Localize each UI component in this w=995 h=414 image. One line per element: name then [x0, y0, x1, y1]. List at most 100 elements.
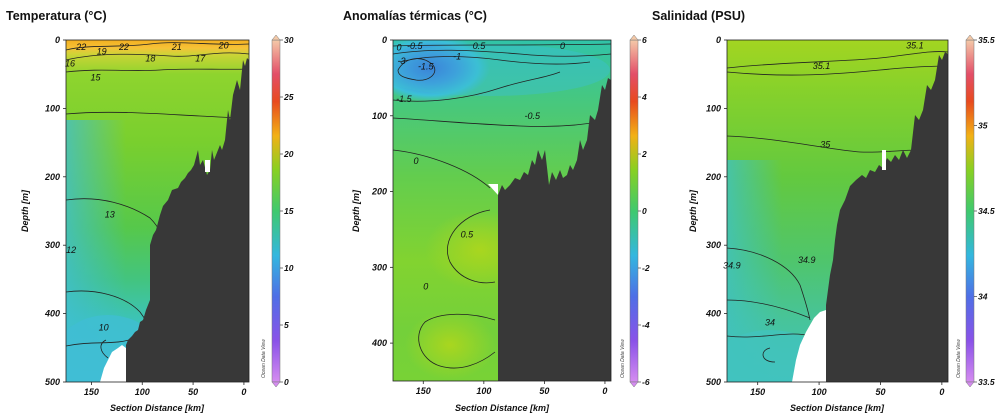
colorbar-tick-label: 6	[642, 35, 647, 45]
anomaly-colorbar-top-arrow	[629, 34, 639, 41]
contour-line-neg0.5-mid	[393, 117, 611, 127]
contour-label: 15	[90, 73, 101, 83]
contour-line-0-mid	[393, 149, 491, 189]
contour-label: -0.5	[525, 111, 542, 121]
anomaly-watermark: Ocean Data View	[620, 339, 626, 378]
contour-label: 17	[195, 53, 206, 63]
contour-label: 21	[171, 42, 182, 52]
colorbar-tick-label: 35.5	[978, 35, 995, 45]
panel-title-salinidad: Salinidad (PSU)	[652, 9, 746, 23]
colorbar-tick-label: 30	[284, 35, 294, 45]
colorbar-tick-label: 34	[978, 292, 988, 302]
contour-label: 0.5	[461, 230, 475, 240]
contour-label: 20	[218, 40, 229, 50]
colorbar-tick-label: 4	[641, 92, 647, 102]
contour-line-0-surface	[393, 43, 611, 47]
y-tick-label: 0	[716, 35, 721, 45]
contour-line-17	[66, 52, 249, 61]
contour-label: 0	[560, 41, 565, 51]
x-tick-label: 0	[602, 386, 607, 396]
anomaly-warm-patch-deep	[405, 310, 495, 380]
colorbar-tick-label: -2	[642, 263, 650, 273]
temperature-surface-layer	[66, 40, 249, 56]
contour-label: 10	[99, 322, 109, 332]
contour-line-0.5	[447, 209, 496, 284]
x-tick-label: 0	[241, 387, 246, 397]
contour-label: -0.5	[407, 41, 424, 51]
anomaly-cold-core	[393, 40, 490, 102]
x-tick-label: 100	[812, 387, 827, 397]
x-tick-label: 50	[875, 387, 885, 397]
colorbar-tick-label: 15	[284, 206, 294, 216]
contour-label: 34.9	[798, 255, 816, 265]
x-tick-label: 100	[135, 387, 150, 397]
y-tick-label: 300	[706, 240, 721, 250]
y-tick-label: 500	[706, 377, 721, 387]
colorbar-tick-label: -4	[642, 320, 650, 330]
x-tick-label: 150	[416, 386, 431, 396]
salinity-contour-lines	[727, 51, 948, 363]
contour-label: 22	[75, 42, 86, 52]
contour-label: 18	[145, 53, 155, 63]
salinity-y-axis-label: Depth [m]	[688, 189, 698, 232]
contour-label: -1.5	[396, 94, 413, 104]
temperature-colorbar-bottom-arrow	[271, 381, 281, 388]
anomaly-colorbar	[629, 39, 639, 383]
salinity-colorbar	[965, 39, 975, 383]
contour-line-34	[762, 347, 776, 363]
anomaly-seafloor-notch	[488, 184, 498, 195]
contour-line-35	[727, 135, 921, 153]
x-tick-label: 100	[476, 386, 491, 396]
contour-line-neg1.5	[393, 71, 561, 102]
colorbar-tick-label: 25	[283, 92, 294, 102]
y-tick-label: 100	[706, 103, 721, 113]
y-tick-label: 500	[45, 377, 60, 387]
salinity-colorbar-top-arrow	[965, 34, 975, 41]
y-tick-label: 200	[371, 187, 387, 197]
y-tick-label: 400	[44, 309, 60, 319]
contour-line-neg0.5	[393, 49, 611, 57]
anomaly-plot-frame	[392, 39, 612, 382]
contour-line-neg3-core	[397, 58, 436, 81]
contour-label: 0	[397, 43, 402, 53]
y-tick-label: 300	[45, 240, 60, 250]
temperature-seafloor-notch	[205, 160, 210, 172]
contour-label: 35.1	[813, 61, 831, 71]
temperature-colorbar	[271, 39, 281, 383]
anomaly-seafloor-topography	[498, 78, 611, 381]
y-tick-label: 0	[55, 35, 60, 45]
y-tick-label: 400	[705, 309, 721, 319]
salinity-x-axis-label: Section Distance [km]	[790, 403, 885, 413]
y-tick-label: 0	[382, 35, 387, 45]
contour-label: 13	[105, 209, 115, 219]
y-tick-label: 100	[372, 111, 387, 121]
contour-label: 35	[820, 140, 831, 150]
colorbar-tick-label: 34.5	[978, 206, 995, 216]
x-tick-label: 50	[539, 386, 549, 396]
colorbar-tick-label: 33.5	[978, 377, 995, 387]
x-tick-label: 50	[188, 387, 198, 397]
contour-label: -1.5	[418, 62, 435, 72]
contour-line-34.9-deep	[727, 299, 811, 319]
colorbar-tick-label: -6	[642, 377, 650, 387]
contour-label: 35.1	[906, 40, 924, 50]
colorbar-tick-label: 0	[642, 206, 647, 216]
y-tick-label: 200	[705, 172, 721, 182]
contour-line-11	[100, 339, 109, 359]
contour-line-35.1-lower	[727, 65, 948, 76]
contour-label: 34	[765, 317, 775, 327]
colorbar-tick-label: 5	[284, 320, 289, 330]
contour-label: 16	[65, 58, 75, 68]
contour-label: 19	[97, 47, 107, 57]
anomaly-cool-band	[393, 44, 610, 96]
anomaly-contour-lines	[393, 43, 611, 369]
anomaly-y-axis-label: Depth [m]	[351, 189, 361, 232]
salinity-seafloor-gap	[792, 310, 826, 382]
x-tick-label: 150	[84, 387, 99, 397]
contour-label: 34.9	[723, 261, 741, 271]
contour-line-neg1	[399, 56, 591, 65]
temperature-seafloor-gap	[100, 345, 126, 382]
colorbar-tick-label: 0	[284, 377, 289, 387]
